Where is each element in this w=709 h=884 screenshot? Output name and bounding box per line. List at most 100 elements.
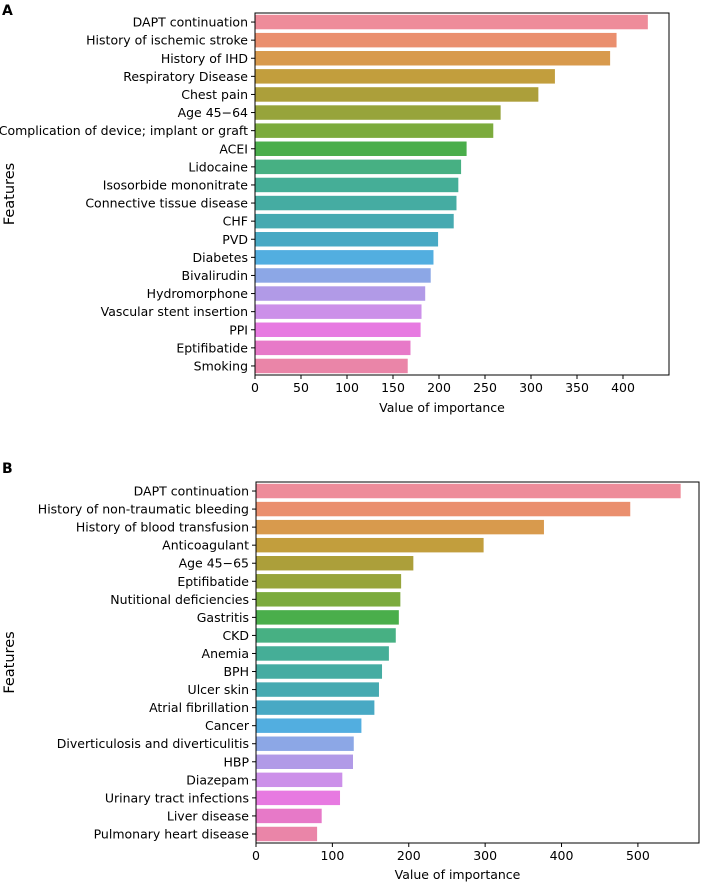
category-label: Anemia: [202, 646, 249, 661]
category-label: Diverticulosis and diverticulitis: [57, 736, 249, 751]
category-label: Liver disease: [167, 808, 249, 823]
category-label: Diabetes: [193, 250, 249, 265]
category-label: Bivalirudin: [182, 268, 248, 283]
x-tick-label: 200: [427, 380, 451, 395]
bar: [256, 537, 484, 553]
category-label: Gastritis: [197, 610, 249, 625]
bar: [255, 358, 408, 374]
bar: [255, 105, 501, 120]
bar: [256, 574, 402, 589]
x-tick-label: 0: [251, 380, 259, 395]
x-tick-label: 350: [565, 380, 589, 395]
bar: [255, 159, 462, 175]
category-label: Ulcer skin: [188, 682, 249, 697]
category-label: HBP: [223, 754, 249, 769]
bar: [256, 646, 389, 661]
bar: [256, 826, 318, 842]
category-label: Atrial fibrillation: [149, 700, 249, 715]
x-tick-label: 50: [293, 380, 309, 395]
bar: [255, 340, 411, 356]
panel-a-chart: DAPT continuation History of ischemic str…: [0, 12, 670, 415]
category-label: ACEI: [219, 141, 248, 156]
bar: [256, 556, 414, 571]
category-label: Lidocaine: [188, 159, 248, 174]
category-label: History of non-traumatic bleeding: [38, 502, 249, 517]
bar: [256, 664, 383, 679]
category-label: Urinary tract infections: [105, 790, 249, 805]
category-label: Respiratory Disease: [123, 69, 248, 84]
category-label: Chest pain: [181, 87, 248, 102]
x-tick-label: 200: [397, 848, 421, 863]
x-tick-label: 0: [252, 848, 260, 863]
x-tick-label: 500: [626, 848, 650, 863]
category-label: Vascular stent insertion: [101, 304, 248, 319]
bar: [256, 700, 375, 715]
category-label: CKD: [222, 628, 249, 643]
panel-b-chart: DAPT continuation History of non-traumati…: [2, 481, 700, 882]
category-label: DAPT continuation: [134, 484, 249, 499]
plot-frame: [254, 12, 670, 376]
category-label: Age 45−65: [179, 556, 249, 571]
y-axis-title: Features: [2, 163, 18, 225]
plot-frame: [255, 481, 700, 844]
category-label: Eptifibatide: [177, 574, 249, 589]
bar: [256, 501, 631, 517]
x-tick-label: 100: [335, 380, 359, 395]
bar: [255, 51, 611, 66]
x-axis-title: Value of importance: [395, 867, 521, 882]
x-axis-title: Value of importance: [379, 400, 505, 415]
x-tick-label: 150: [381, 380, 405, 395]
category-label: History of ischemic stroke: [86, 33, 248, 48]
x-tick-label: 400: [550, 848, 574, 863]
x-tick-label: 400: [611, 380, 635, 395]
bar: [255, 232, 439, 247]
y-axis-title: Features: [2, 631, 18, 693]
bar: [256, 682, 379, 697]
category-label: CHF: [223, 214, 248, 229]
bar: [255, 141, 467, 156]
bar: [255, 32, 617, 48]
bar: [256, 592, 401, 607]
category-label: Nutitional deficiencies: [110, 592, 249, 607]
bar: [256, 519, 544, 535]
bar: [256, 718, 362, 733]
bar: [255, 250, 434, 265]
bar: [256, 754, 354, 769]
category-label: Anticoagulant: [162, 538, 249, 553]
bar: [255, 322, 421, 337]
category-label: Diazepam: [186, 772, 249, 787]
bar: [255, 87, 539, 102]
category-label: BPH: [223, 664, 249, 679]
bar: [256, 483, 681, 499]
x-tick-label: 250: [473, 380, 497, 395]
category-label: PPI: [229, 322, 248, 337]
x-tick-label: 300: [473, 848, 497, 863]
panel-letter-a: A: [2, 3, 13, 19]
bar: [256, 790, 341, 806]
category-label: History of blood transfusion: [76, 520, 249, 535]
category-label: Cancer: [205, 718, 250, 733]
category-label: PVD: [222, 232, 248, 247]
category-label: Complication of device; implant or graft: [0, 123, 248, 138]
bar: [255, 177, 459, 193]
category-label: Isosorbide mononitrate: [103, 177, 249, 192]
bar: [256, 736, 354, 751]
bar: [255, 123, 494, 138]
bar: [255, 286, 426, 301]
x-tick-label: 100: [320, 848, 344, 863]
bar: [255, 213, 454, 229]
category-label: Eptifibatide: [176, 340, 248, 355]
bar: [255, 195, 457, 211]
category-label: Pulmonary heart disease: [94, 826, 250, 841]
bar: [255, 14, 648, 30]
category-label: Smoking: [194, 358, 248, 373]
bar: [256, 808, 322, 824]
panel-letter-b: B: [2, 461, 13, 477]
category-label: Age 45−64: [178, 105, 248, 120]
bar: [255, 268, 431, 283]
category-label: DAPT continuation: [133, 15, 248, 30]
bar: [255, 304, 422, 319]
bar: [256, 772, 343, 788]
category-label: History of IHD: [161, 51, 248, 66]
